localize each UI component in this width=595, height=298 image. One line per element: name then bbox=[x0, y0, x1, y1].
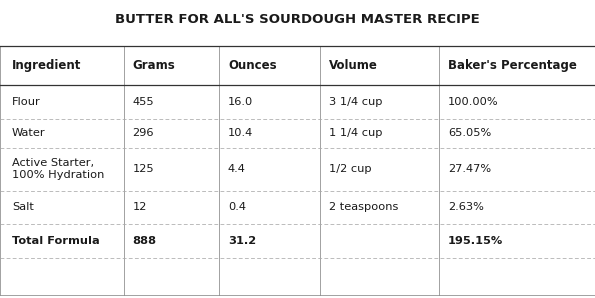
Text: 65.05%: 65.05% bbox=[448, 128, 491, 138]
Text: 3 1/4 cup: 3 1/4 cup bbox=[329, 97, 383, 107]
Text: 888: 888 bbox=[133, 236, 156, 246]
Text: 1 1/4 cup: 1 1/4 cup bbox=[329, 128, 383, 138]
Text: BUTTER FOR ALL'S SOURDOUGH MASTER RECIPE: BUTTER FOR ALL'S SOURDOUGH MASTER RECIPE bbox=[115, 13, 480, 27]
Text: 16.0: 16.0 bbox=[228, 97, 253, 107]
Text: 4.4: 4.4 bbox=[228, 164, 246, 174]
Text: 455: 455 bbox=[133, 97, 154, 107]
Text: 2.63%: 2.63% bbox=[448, 202, 484, 212]
Text: 10.4: 10.4 bbox=[228, 128, 253, 138]
Text: Salt: Salt bbox=[12, 202, 34, 212]
Text: 125: 125 bbox=[133, 164, 154, 174]
Text: Water: Water bbox=[12, 128, 46, 138]
Text: Active Starter,
100% Hydration: Active Starter, 100% Hydration bbox=[12, 158, 104, 180]
Text: Baker's Percentage: Baker's Percentage bbox=[448, 59, 577, 72]
Text: Grams: Grams bbox=[133, 59, 176, 72]
Text: 296: 296 bbox=[133, 128, 154, 138]
Text: 100.00%: 100.00% bbox=[448, 97, 499, 107]
Text: Ounces: Ounces bbox=[228, 59, 277, 72]
Text: 27.47%: 27.47% bbox=[448, 164, 491, 174]
Text: Flour: Flour bbox=[12, 97, 40, 107]
Text: Total Formula: Total Formula bbox=[12, 236, 99, 246]
Text: 31.2: 31.2 bbox=[228, 236, 256, 246]
Text: 2 teaspoons: 2 teaspoons bbox=[329, 202, 399, 212]
Text: 195.15%: 195.15% bbox=[448, 236, 503, 246]
Text: 1/2 cup: 1/2 cup bbox=[329, 164, 372, 174]
Text: Ingredient: Ingredient bbox=[12, 59, 82, 72]
Text: Volume: Volume bbox=[329, 59, 378, 72]
Text: 0.4: 0.4 bbox=[228, 202, 246, 212]
Text: 12: 12 bbox=[133, 202, 147, 212]
